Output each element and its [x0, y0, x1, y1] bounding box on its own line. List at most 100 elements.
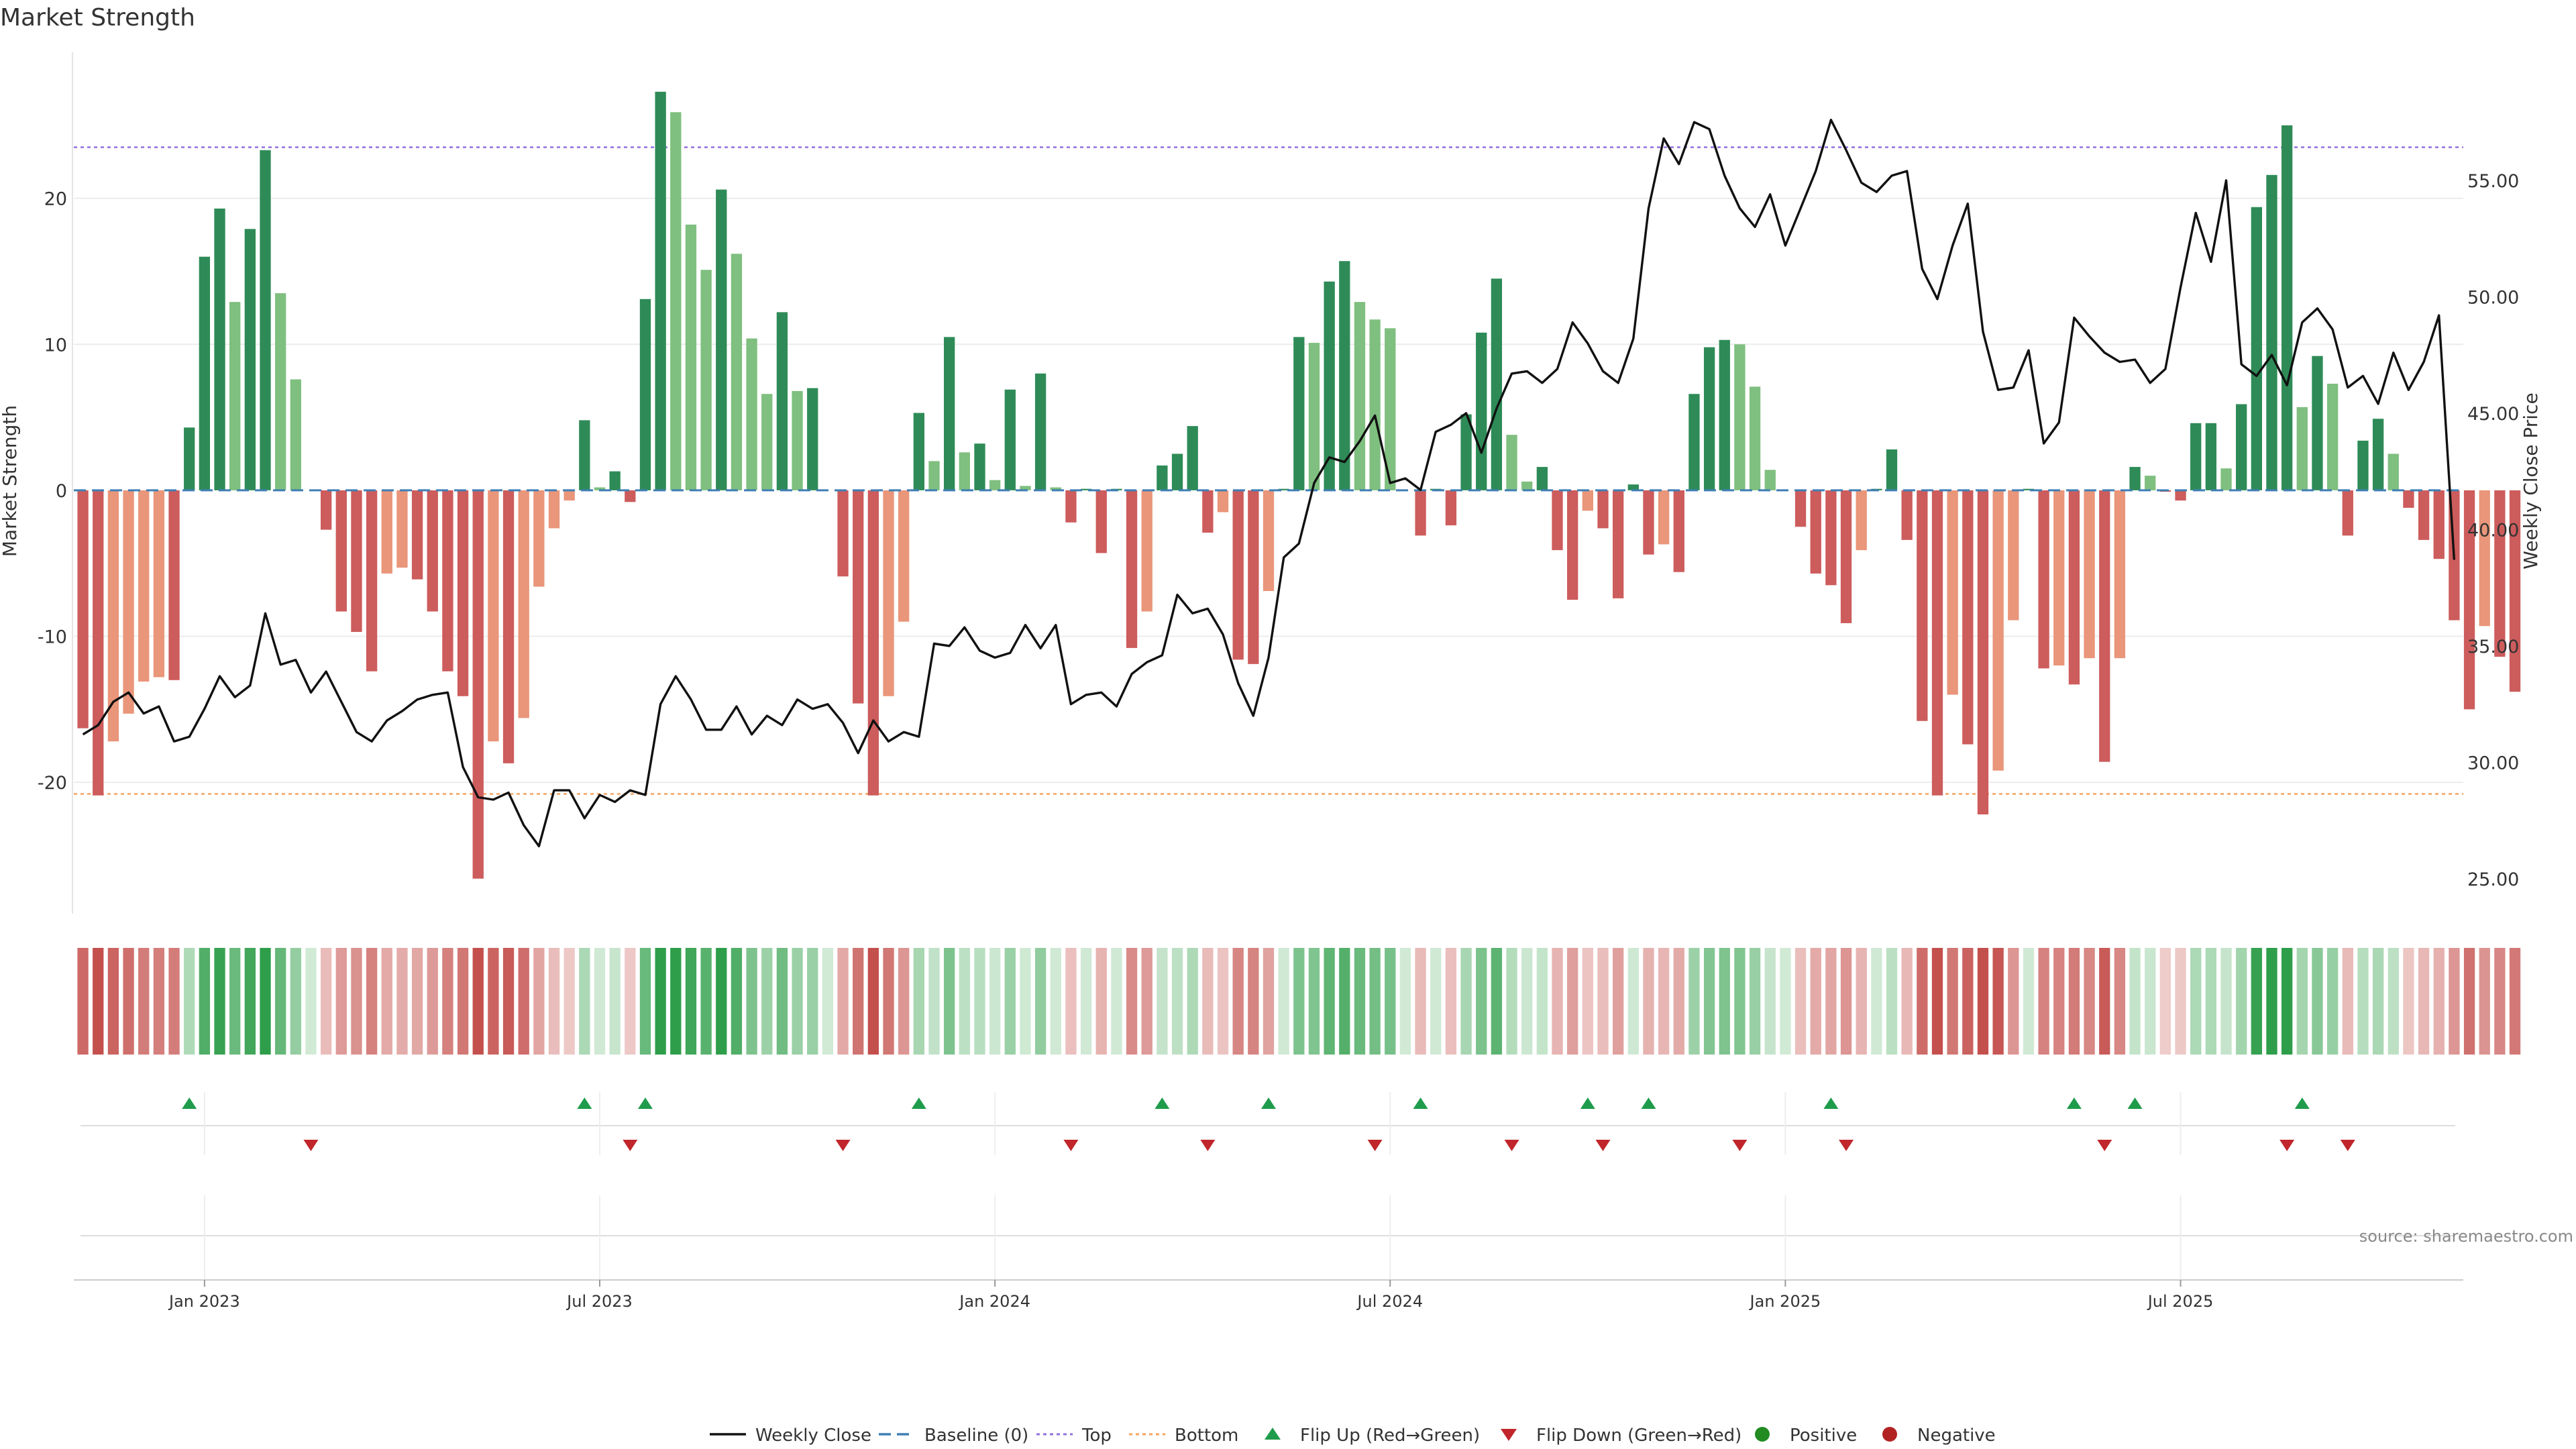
heat-cell — [2129, 948, 2141, 1055]
strength-bar — [1856, 490, 1867, 551]
x-tick-label: Jul 2025 — [2147, 1292, 2214, 1311]
strength-bar — [2251, 207, 2262, 490]
heat-cell — [153, 948, 165, 1055]
heat-cell — [1688, 948, 1700, 1055]
strength-bar — [564, 490, 575, 501]
flip-down-marker — [1200, 1140, 1216, 1151]
strength-bar — [837, 490, 849, 577]
legend-item: Bottom — [1129, 1426, 1238, 1446]
strength-bar — [1004, 389, 1016, 490]
y-tick-left: 20 — [44, 189, 67, 210]
strength-bar — [761, 394, 773, 490]
heat-cell — [1217, 948, 1229, 1055]
heat-cell — [1248, 948, 1259, 1055]
flip-down-marker — [1367, 1140, 1383, 1151]
legend-label: Baseline (0) — [924, 1426, 1028, 1446]
strength-bar — [1278, 488, 1289, 490]
heat-cell — [396, 948, 408, 1055]
strength-bar — [381, 490, 392, 574]
heat-cell — [2099, 948, 2110, 1055]
strength-bar — [1308, 343, 1320, 490]
x-tick-label: Jan 2025 — [1749, 1292, 1821, 1311]
heat-cell — [305, 948, 317, 1055]
heat-cell — [853, 948, 864, 1055]
flip-down-marker — [1839, 1140, 1854, 1151]
heat-cell — [1506, 948, 1517, 1055]
strength-bar — [1536, 467, 1548, 490]
flip-up-marker — [2066, 1097, 2082, 1109]
heat-cell — [1764, 948, 1776, 1055]
strength-bar — [594, 487, 606, 490]
strength-bar — [1840, 490, 1852, 623]
heat-cell — [2296, 948, 2308, 1055]
heat-cell — [1430, 948, 1442, 1055]
heat-cell — [472, 948, 484, 1055]
legend-label: Positive — [1790, 1426, 1857, 1446]
heat-cell — [1308, 948, 1320, 1055]
strength-bar — [518, 490, 529, 718]
strength-bar — [853, 490, 864, 704]
strength-bar — [93, 490, 104, 796]
strength-bar — [1369, 319, 1381, 490]
y-tick-left: 10 — [44, 335, 67, 356]
strength-bar — [700, 270, 712, 490]
strength-bar — [2266, 174, 2277, 490]
heat-cell — [685, 948, 697, 1055]
legend-label: Flip Down (Green→Red) — [1536, 1426, 1741, 1446]
heat-cell — [381, 948, 392, 1055]
heat-cell — [2494, 948, 2506, 1055]
weekly-close-line — [82, 118, 2456, 848]
strength-bar — [2326, 384, 2339, 490]
heat-cell — [1415, 948, 1426, 1055]
strength-bar — [2175, 490, 2186, 501]
heat-cell — [1445, 948, 1457, 1055]
strength-bar — [548, 490, 560, 529]
strength-bar — [2220, 468, 2232, 490]
strength-bar — [2342, 490, 2353, 536]
strength-bar — [2008, 490, 2019, 621]
heat-cell — [883, 948, 894, 1055]
heat-cell — [1734, 948, 1746, 1055]
heat-cell — [594, 948, 606, 1055]
heat-cell — [1643, 948, 1654, 1055]
strength-bar — [502, 490, 515, 763]
y-tick-right: 40.00 — [2467, 520, 2519, 541]
heat-cell — [1157, 948, 1168, 1055]
strength-bar — [1263, 490, 1275, 592]
y-tick-right: 30.00 — [2467, 753, 2519, 773]
flip-down-marker — [2340, 1140, 2355, 1151]
strength-bar — [1613, 490, 1624, 598]
strength-bar — [867, 490, 879, 796]
strength-bar — [472, 490, 484, 879]
strength-bar — [366, 490, 378, 672]
strength-bar — [792, 390, 803, 490]
strength-bar — [2509, 490, 2521, 692]
strength-bar — [1171, 453, 1183, 490]
heat-cell — [1977, 948, 1989, 1055]
flip-up-marker — [911, 1097, 926, 1109]
heat-cell — [1673, 948, 1684, 1055]
strength-bar — [928, 461, 940, 490]
heat-cell — [1536, 948, 1548, 1055]
strength-bar — [1080, 488, 1092, 490]
heat-cell — [1354, 948, 1366, 1055]
strength-bar — [746, 338, 757, 490]
strength-bar — [2494, 490, 2506, 657]
y-tick-right: 45.00 — [2467, 404, 2519, 425]
heat-cell — [1992, 948, 2004, 1055]
heat-cell — [746, 948, 757, 1055]
heat-cell — [320, 948, 332, 1055]
heat-cell — [2068, 948, 2080, 1055]
y-tick-right: 35.00 — [2467, 637, 2519, 657]
strength-bar — [351, 490, 362, 632]
heat-cell — [2023, 948, 2035, 1055]
strength-bar — [1703, 347, 1715, 490]
heat-cell — [2281, 948, 2293, 1055]
heat-cell — [184, 948, 195, 1055]
flip-down-marker — [1732, 1140, 1748, 1151]
strength-bar — [2236, 404, 2247, 490]
heat-cell — [107, 948, 119, 1055]
flip-down-marker — [303, 1140, 319, 1151]
strength-bar — [625, 490, 636, 502]
heat-cell — [1825, 948, 1837, 1055]
